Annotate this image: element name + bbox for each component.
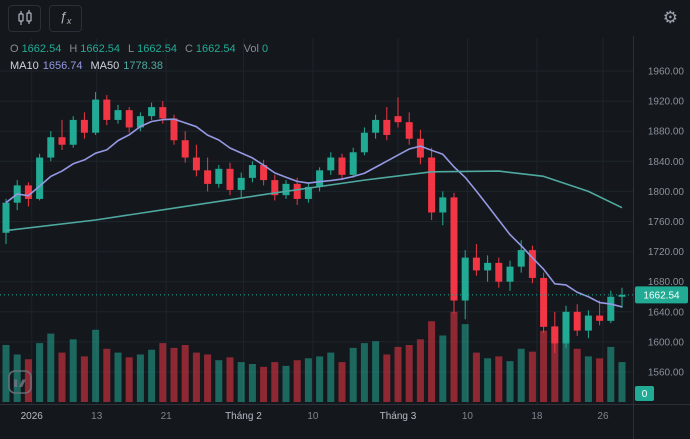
- svg-text:1720.00: 1720.00: [648, 247, 685, 258]
- svg-text:21: 21: [161, 411, 173, 422]
- svg-text:Tháng 2: Tháng 2: [225, 411, 262, 422]
- ohlc-legend-row: O 1662.54 H 1662.54 L 1662.54 C 1662.54 Vol 0: [10, 41, 276, 58]
- svg-text:Tháng 3: Tháng 3: [380, 411, 417, 422]
- svg-text:10: 10: [307, 411, 319, 422]
- settings-button[interactable]: ⚙: [659, 6, 682, 30]
- last-price-badge: 1662.54: [635, 286, 688, 304]
- svg-text:1600.00: 1600.00: [648, 337, 685, 348]
- low-label: L: [128, 43, 135, 55]
- svg-text:13: 13: [91, 411, 103, 422]
- tradingview-logo[interactable]: [8, 370, 32, 399]
- candles-layer: [2, 92, 626, 354]
- svg-text:1560.00: 1560.00: [648, 368, 685, 379]
- open-label: O: [10, 43, 19, 55]
- svg-text:1840.00: 1840.00: [648, 157, 685, 168]
- low-value: 1662.54: [137, 43, 177, 55]
- candle-style-button[interactable]: [8, 4, 41, 32]
- svg-text:26: 26: [597, 411, 609, 422]
- high-label: H: [69, 43, 78, 55]
- chart-legend: O 1662.54 H 1662.54 L 1662.54 C 1662.54 Vol 0 MA1…: [10, 41, 276, 75]
- open-value: 1662.54: [21, 43, 62, 55]
- chart-toolbar: ƒx ⚙: [0, 0, 690, 36]
- svg-text:10: 10: [462, 411, 474, 422]
- close-value: 1662.54: [195, 43, 236, 55]
- svg-text:1800.00: 1800.00: [648, 187, 685, 198]
- svg-text:1960.00: 1960.00: [648, 67, 685, 78]
- svg-text:18: 18: [531, 411, 543, 422]
- svg-text:1640.00: 1640.00: [648, 307, 685, 318]
- indicators-fx-button[interactable]: ƒx: [49, 4, 82, 32]
- svg-text:1760.00: 1760.00: [648, 217, 685, 228]
- ma50-line: [5, 170, 623, 232]
- volume-bars: [2, 311, 626, 402]
- last-volume-badge: 0: [635, 386, 654, 401]
- ma10-label: MA10: [10, 60, 39, 72]
- gear-icon: ⚙: [662, 8, 678, 27]
- fx-icon: ƒx: [59, 9, 72, 26]
- svg-text:1662.54: 1662.54: [643, 290, 680, 301]
- high-value: 1662.54: [80, 43, 121, 55]
- time-axis[interactable]: 2026 13 21 Tháng 2 10 Tháng 3 10 18 26: [0, 405, 690, 439]
- close-label: C: [184, 43, 193, 55]
- ma50-value: 1778.38: [123, 60, 164, 72]
- ma50-label: MA50: [90, 60, 120, 72]
- svg-text:1680.00: 1680.00: [648, 277, 685, 288]
- volume-label: Vol: [243, 43, 259, 55]
- svg-text:2026: 2026: [21, 411, 44, 422]
- ma-legend-row: MA10 1656.74 MA50 1778.38: [10, 58, 276, 75]
- price-axis[interactable]: 1960.00 1920.00 1880.00 1840.00 1800.00 1760.…: [634, 36, 690, 404]
- candlestick-icon: [16, 9, 34, 27]
- svg-text:1880.00: 1880.00: [648, 127, 685, 138]
- ma10-line: [5, 118, 623, 308]
- svg-text:1920.00: 1920.00: [648, 97, 685, 108]
- volume-value: 0: [261, 43, 269, 55]
- ma10-value: 1656.74: [42, 60, 83, 72]
- svg-text:0: 0: [642, 389, 648, 400]
